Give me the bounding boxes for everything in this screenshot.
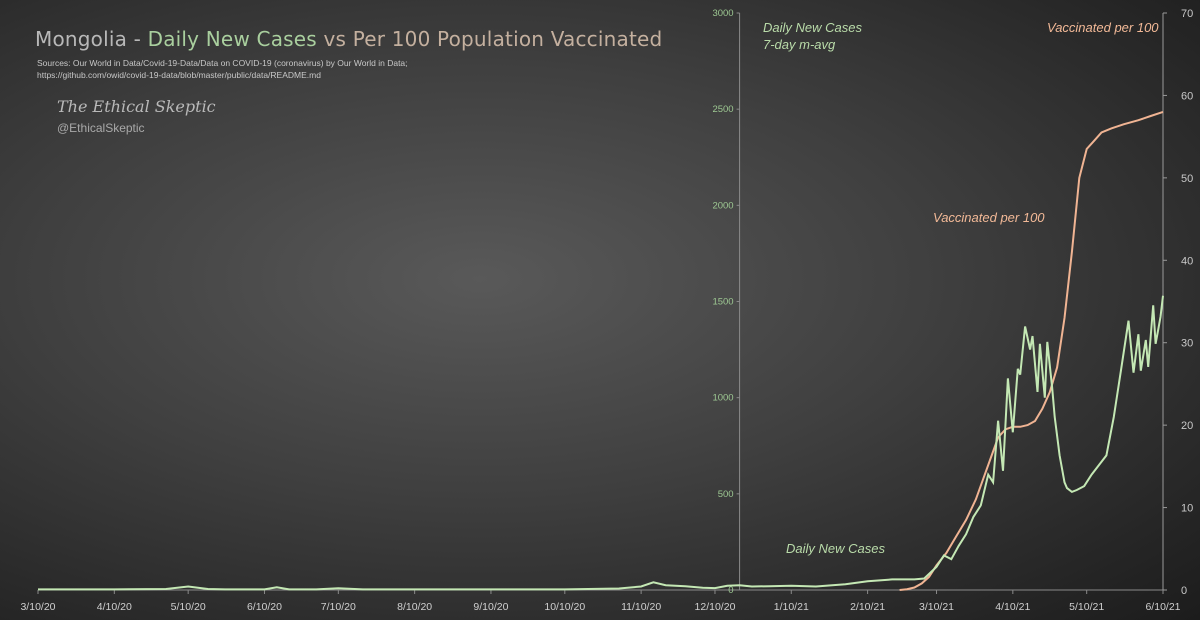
- chart-title-cases: Daily New Cases: [147, 27, 317, 51]
- left-y-tick-label: 1500: [712, 297, 733, 308]
- left-y-tick-label: 0: [728, 585, 733, 596]
- right-y-tick-label: 60: [1181, 90, 1193, 102]
- x-tick-label: 9/10/20: [473, 601, 508, 613]
- chart-title-vaccinated: vs Per 100 Population Vaccinated: [316, 27, 663, 51]
- axis-ticks: 3/10/20 4/10/20 5/10/20 6/10/20 7/10/20 8/10/…: [20, 8, 1193, 613]
- x-tick-label: 12/10/20: [695, 601, 736, 613]
- x-tick-label: 6/10/20: [247, 601, 282, 613]
- x-tick-label: 7/10/20: [321, 601, 356, 613]
- sources-line-1: Sources: Our World in Data/Covid-19-Data…: [37, 58, 408, 68]
- right-y-tick-label: 30: [1181, 338, 1193, 350]
- right-y-tick-label: 50: [1181, 173, 1193, 185]
- x-tick-label: 8/10/20: [397, 601, 432, 613]
- brand-logo-text: The Ethical Skeptic: [57, 97, 216, 116]
- chart-title-country: Mongolia -: [35, 27, 148, 51]
- x-tick-label: 4/10/20: [97, 601, 132, 613]
- cases-annotation-top-2: 7-day m-avg: [763, 37, 836, 52]
- right-y-tick-label: 70: [1181, 8, 1193, 20]
- x-tick-label: 11/10/20: [621, 601, 661, 613]
- left-y-tick-label: 1000: [712, 393, 733, 404]
- x-tick-label: 10/10/20: [544, 601, 585, 613]
- x-tick-label: 3/10/21: [919, 601, 954, 613]
- x-tick-label: 1/10/21: [774, 601, 809, 613]
- left-y-tick-label: 2500: [712, 104, 733, 115]
- left-y-tick-label: 500: [718, 489, 734, 500]
- cases-series-line: [38, 295, 1164, 591]
- right-y-tick-label: 20: [1181, 420, 1193, 432]
- x-tick-label: 6/10/21: [1145, 601, 1180, 613]
- x-tick-label: 5/10/21: [1069, 601, 1104, 613]
- left-y-tick-label: 2000: [712, 200, 733, 211]
- x-tick-label: 2/10/21: [850, 601, 885, 613]
- cases-annotation-top-1: Daily New Cases: [763, 20, 862, 35]
- cases-annotation-bottom: Daily New Cases: [786, 541, 885, 556]
- right-y-tick-label: 10: [1181, 503, 1193, 515]
- chart-title: Mongolia - Daily New Cases vs Per 100 Po…: [35, 27, 662, 51]
- brand-handle: @EthicalSkeptic: [57, 121, 145, 135]
- x-tick-label: 5/10/20: [171, 601, 206, 613]
- x-tick-label: 4/10/21: [995, 601, 1030, 613]
- right-y-tick-label: 40: [1181, 255, 1193, 267]
- sources-note: Sources: Our World in Data/Covid-19-Data…: [37, 57, 408, 81]
- sources-line-2: https://github.com/owid/covid-19-data/bl…: [37, 70, 321, 80]
- left-y-tick-label: 3000: [712, 8, 733, 19]
- x-tick-label: 3/10/20: [20, 601, 55, 613]
- vaccinated-annotation-mid: Vaccinated per 100: [933, 210, 1045, 225]
- right-y-tick-label: 0: [1181, 585, 1187, 597]
- vaccinated-annotation-top: Vaccinated per 100: [1047, 20, 1159, 35]
